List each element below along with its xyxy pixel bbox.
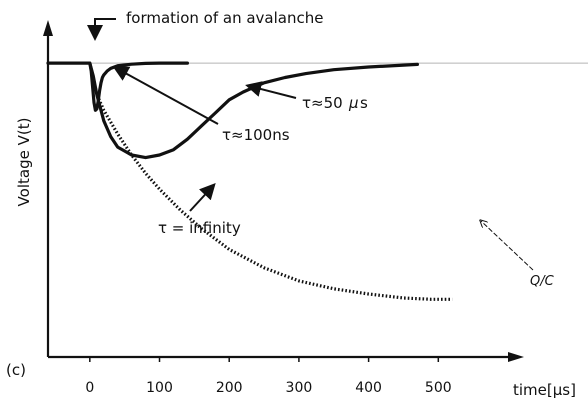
y-axis-label: Voltage V(t) [15, 118, 33, 207]
x-axis-arrow [508, 352, 524, 362]
annotation-tau-infinity-arrow [189, 183, 216, 212]
annotation-qc: Q/C [530, 274, 555, 289]
series-line-0 [46, 61, 189, 112]
x-tick-label: 400 [355, 380, 382, 396]
annotation-tau50-arrow [245, 81, 297, 99]
annotation-tau50-mu: µ [348, 94, 359, 112]
x-tick-label: 0 [85, 380, 94, 396]
y-axis-arrow [43, 20, 53, 36]
series-line-2 [88, 62, 453, 301]
annotation-avalanche-arrow [87, 18, 116, 41]
x-tick-label: 300 [286, 380, 313, 396]
x-tick-label: 500 [425, 380, 452, 396]
annotation-tau50-s: s [360, 94, 368, 112]
x-tick-label: 100 [146, 380, 173, 396]
annotation-tau100ns: τ≈100ns [222, 126, 290, 144]
annotation-qc-arrow [481, 221, 534, 271]
annotation-tau-infinity: τ = infinity [158, 219, 241, 237]
x-tick-label: 200 [216, 380, 243, 396]
series-layer [46, 61, 453, 301]
annotation-tau100ns-arrow [112, 66, 219, 125]
annotation-avalanche: formation of an avalanche [126, 9, 323, 27]
x-ticks: 0 100 200 300 400 500 [85, 357, 452, 396]
panel-label: (c) [6, 361, 26, 379]
x-axis-label: time[µs] [513, 381, 576, 399]
series-line-1 [88, 61, 419, 160]
annotation-tau50-main: τ≈50 [302, 94, 343, 112]
